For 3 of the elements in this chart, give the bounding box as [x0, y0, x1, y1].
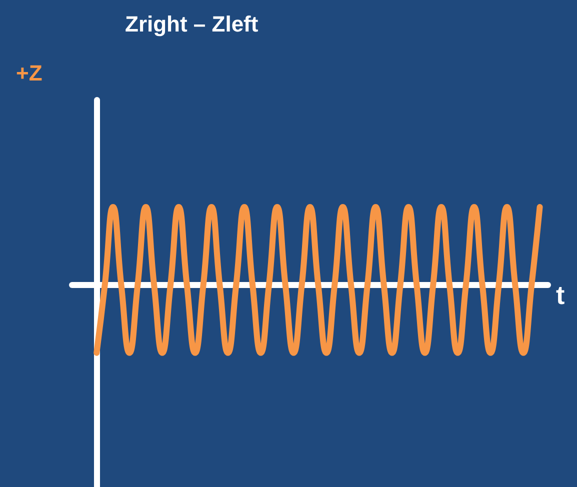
x-axis-title: t — [556, 280, 565, 310]
chart-title: Zright – Zleft — [125, 12, 259, 36]
text: +Z — [16, 60, 42, 86]
